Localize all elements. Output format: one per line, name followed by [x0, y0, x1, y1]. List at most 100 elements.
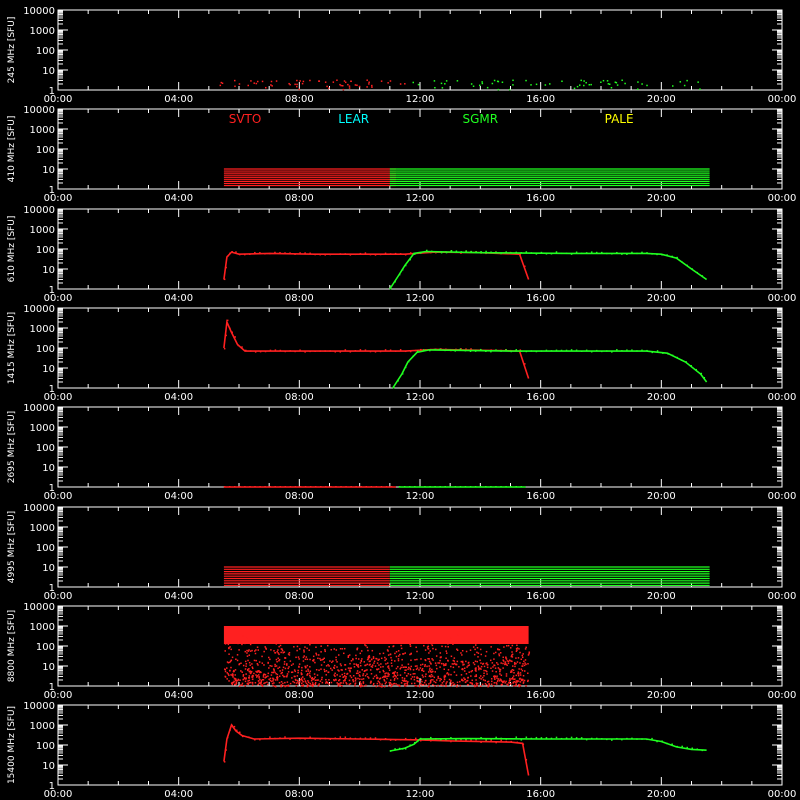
data-point	[373, 675, 376, 678]
y-tick-label: 10	[42, 165, 55, 176]
data-point	[601, 350, 603, 353]
data-point	[248, 654, 251, 656]
data-point	[519, 651, 521, 654]
data-point	[671, 354, 674, 357]
data-point	[511, 678, 514, 680]
data-point	[403, 679, 406, 682]
data-point	[498, 642, 501, 645]
data-point	[293, 646, 295, 648]
data-point	[482, 641, 485, 643]
data-point	[699, 88, 701, 90]
data-point	[265, 647, 267, 650]
data-point	[289, 738, 291, 740]
data-point	[261, 685, 264, 687]
data-point	[431, 671, 433, 673]
data-point	[437, 635, 439, 638]
data-point	[450, 249, 453, 252]
data-point	[278, 658, 281, 661]
x-tick-label: 04:00	[164, 591, 193, 602]
data-point	[520, 631, 522, 633]
data-point	[307, 680, 309, 682]
data-point	[490, 646, 492, 648]
y-tick-label: 1000	[30, 523, 55, 534]
data-point	[384, 659, 386, 662]
data-point	[403, 677, 406, 680]
data-point	[505, 642, 508, 644]
data-point	[289, 83, 291, 86]
data-point	[287, 685, 290, 687]
data-point	[248, 682, 251, 684]
data-point	[390, 659, 393, 662]
data-point	[229, 729, 231, 732]
data-point	[287, 671, 290, 673]
data-point	[661, 254, 663, 256]
series-svto	[223, 250, 530, 281]
data-point	[287, 653, 290, 655]
data-point	[461, 678, 463, 681]
data-point	[274, 486, 276, 488]
data-point	[347, 83, 349, 86]
data-point	[505, 634, 508, 636]
data-point	[447, 642, 449, 645]
data-point	[388, 673, 390, 676]
data-point	[376, 677, 378, 680]
data-point	[335, 486, 337, 488]
y-tick-label: 1	[49, 483, 55, 494]
data-point	[446, 672, 448, 675]
data-point	[323, 640, 326, 643]
data-point	[350, 660, 353, 662]
data-point	[314, 253, 316, 256]
data-point	[424, 664, 426, 666]
data-point	[502, 659, 504, 661]
data-point	[250, 80, 252, 82]
data-point	[489, 659, 492, 662]
data-point	[282, 651, 284, 654]
data-point	[350, 486, 352, 488]
data-point	[269, 349, 272, 352]
data-point	[497, 648, 499, 651]
data-point	[437, 675, 439, 678]
data-point	[430, 251, 432, 254]
data-point	[274, 251, 276, 254]
data-point	[459, 486, 462, 488]
data-point	[484, 655, 487, 657]
data-point	[309, 252, 311, 255]
data-point	[241, 630, 244, 633]
data-point	[469, 681, 471, 684]
data-point	[272, 668, 275, 670]
data-point	[357, 658, 360, 660]
data-point	[320, 678, 323, 681]
data-point	[443, 680, 445, 683]
data-point	[355, 657, 357, 660]
data-point	[425, 348, 427, 351]
data-point	[428, 669, 431, 671]
data-point	[432, 670, 434, 673]
data-point	[461, 649, 464, 652]
data-point	[535, 350, 538, 353]
data-point	[499, 652, 502, 654]
data-point	[235, 681, 238, 683]
y-tick-label: 1000	[30, 324, 55, 335]
data-point	[236, 679, 239, 682]
data-point	[455, 739, 457, 742]
data-point	[292, 663, 294, 665]
data-point	[422, 640, 425, 643]
x-tick-label: 20:00	[647, 293, 676, 304]
data-point	[384, 672, 386, 675]
x-tick-label: 00:00	[44, 491, 73, 502]
data-point	[321, 658, 324, 661]
data-point	[223, 486, 226, 488]
data-point	[394, 660, 396, 662]
data-point	[481, 81, 483, 83]
data-point	[641, 349, 643, 352]
x-tick-label: 12:00	[406, 293, 435, 304]
data-point	[478, 667, 480, 669]
data-point	[479, 667, 481, 670]
data-point	[279, 737, 281, 739]
y-tick-label: 10	[42, 265, 55, 276]
data-point	[520, 486, 523, 488]
data-point	[261, 678, 264, 681]
data-point	[402, 653, 404, 655]
series-line	[389, 250, 708, 290]
data-point	[499, 678, 502, 680]
